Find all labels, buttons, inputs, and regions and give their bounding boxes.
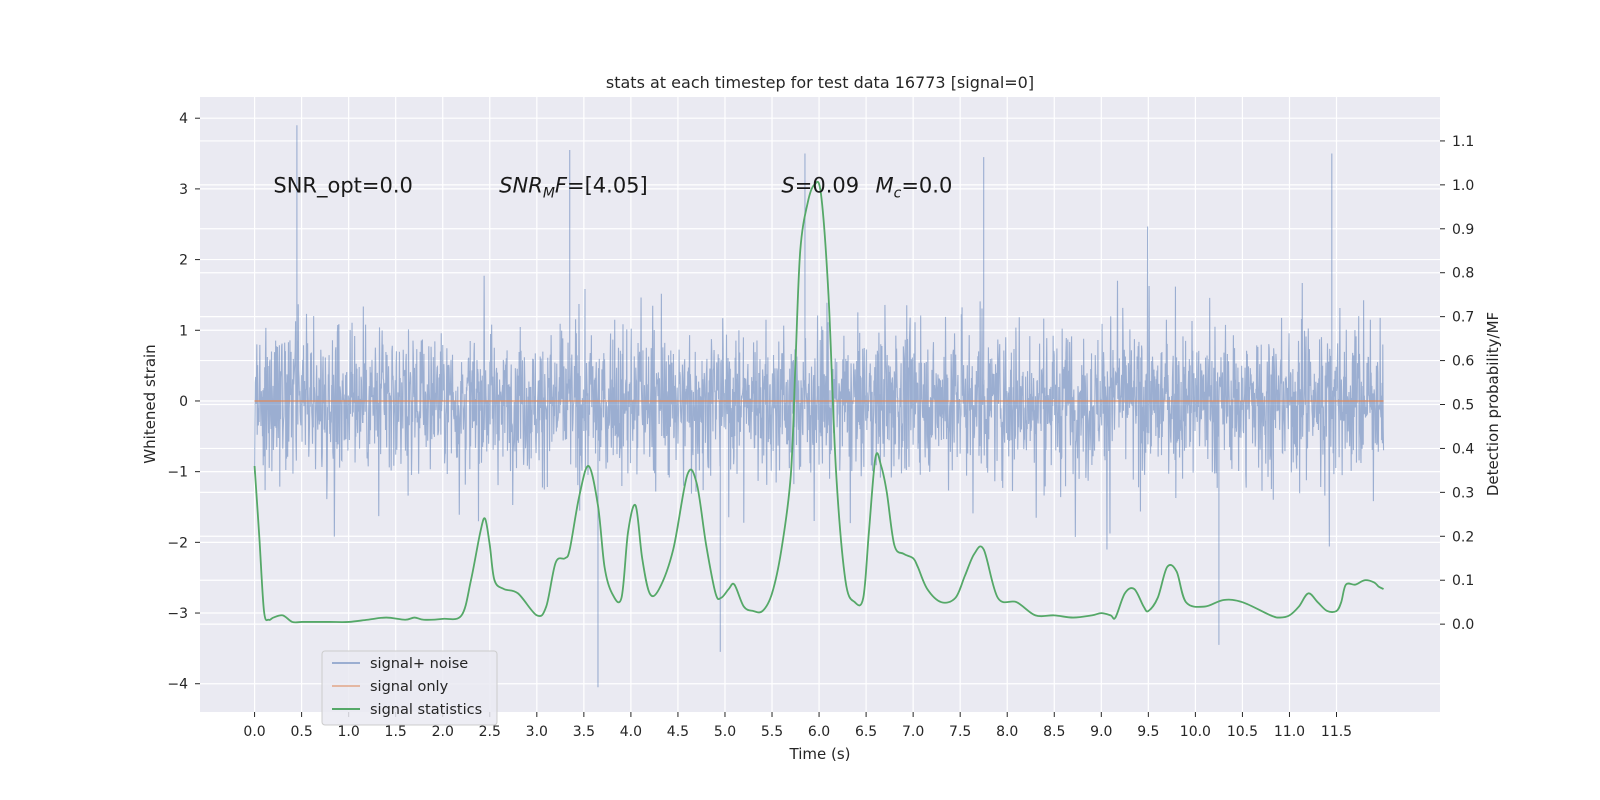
annotations: SNR_opt=0.0 SNRMF=[4.05] S=0.09 Mc=0.0 — [273, 173, 952, 201]
x-tick-label: 10.5 — [1227, 724, 1258, 740]
y2-axis-ticks: 1.1 1.0 0.9 0.8 0.7 0.6 0.5 0.4 0.3 0.2 0.1 0.0 — [1440, 134, 1474, 633]
y2-tick-label: 1.0 — [1452, 178, 1474, 194]
x-tick-label: 8.5 — [1043, 724, 1065, 740]
legend: signal+ noise signal only signal statist… — [321, 650, 498, 726]
y-tick-label: −1 — [167, 465, 188, 481]
legend-label-noise: signal+ noise — [370, 656, 468, 672]
x-tick-label: 11.5 — [1321, 724, 1352, 740]
y-tick-label: 3 — [179, 182, 188, 198]
x-tick-label: 1.0 — [338, 724, 360, 740]
y2-axis-title: Detection probability/MF — [1484, 312, 1502, 496]
x-tick-label: 11.0 — [1274, 724, 1305, 740]
y-tick-label: 2 — [179, 253, 188, 269]
y-tick-label: −2 — [167, 535, 188, 551]
y2-tick-label: 0.4 — [1452, 441, 1474, 457]
y2-tick-label: 0.3 — [1452, 485, 1474, 501]
x-tick-label: 6.0 — [808, 724, 830, 740]
x-tick-label: 9.0 — [1090, 724, 1112, 740]
annotation-s: S=0.09 — [781, 173, 859, 197]
y2-tick-label: 0.5 — [1452, 398, 1474, 414]
x-tick-label: 6.5 — [855, 724, 877, 740]
y-tick-label: 1 — [179, 323, 188, 339]
y-tick-label: 4 — [179, 111, 188, 127]
y2-tick-label: 0.0 — [1452, 617, 1474, 633]
annotation-snr-mf: SNRMF=[4.05] — [499, 173, 648, 201]
x-tick-label: 7.0 — [902, 724, 924, 740]
y2-tick-label: 0.7 — [1452, 310, 1474, 326]
y2-tick-label: 0.2 — [1452, 529, 1474, 545]
statistics-line — [253, 180, 1384, 624]
x-tick-label: 3.0 — [526, 724, 548, 740]
annotation-mc: Mc=0.0 — [876, 173, 953, 201]
plot-series — [253, 125, 1385, 688]
x-tick-label: 2.5 — [479, 724, 501, 740]
x-tick-label: 3.5 — [573, 724, 595, 740]
y-tick-label: −4 — [167, 677, 188, 693]
x-tick-label: 2.0 — [432, 724, 454, 740]
x-tick-label: 5.0 — [714, 724, 736, 740]
x-tick-label: 4.5 — [667, 724, 689, 740]
legend-label-signal-only: signal only — [370, 679, 449, 695]
y2-tick-label: 0.1 — [1452, 573, 1474, 589]
y-tick-label: −3 — [167, 606, 188, 622]
x-tick-label: 0.0 — [243, 724, 265, 740]
y-tick-label: 0 — [179, 394, 188, 410]
x-axis-ticks: 0.0 0.5 1.0 1.5 2.0 2.5 3.0 3.5 4.0 4.5 5.0 5.5 6.0 6… — [243, 712, 1352, 740]
annotation-snr-opt: SNR_opt=0.0 — [273, 173, 413, 198]
x-tick-label: 7.5 — [949, 724, 971, 740]
chart-title: stats at each timestep for test data 167… — [606, 73, 1034, 92]
x-tick-label: 4.0 — [620, 724, 642, 740]
x-tick-label: 5.5 — [761, 724, 783, 740]
legend-label-statistics: signal statistics — [370, 702, 482, 718]
y2-tick-label: 0.9 — [1452, 222, 1474, 238]
series-signal-plus-noise — [254, 125, 1385, 688]
x-tick-label: 0.5 — [290, 724, 312, 740]
legend-box — [321, 650, 498, 726]
x-tick-label: 9.5 — [1137, 724, 1159, 740]
y-axis-ticks: 4 3 2 1 0 −1 −2 −3 −4 — [167, 111, 200, 693]
x-tick-label: 8.0 — [996, 724, 1018, 740]
x-tick-label: 10.0 — [1180, 724, 1211, 740]
noise-line — [254, 125, 1385, 688]
x-tick-label: 1.5 — [385, 724, 407, 740]
y-axis-title: Whitened strain — [141, 344, 159, 463]
x-axis-title: Time (s) — [789, 745, 851, 763]
y2-tick-label: 1.1 — [1452, 134, 1474, 150]
y2-tick-label: 0.8 — [1452, 266, 1474, 282]
y2-tick-label: 0.6 — [1452, 354, 1474, 370]
series-signal-statistics — [253, 180, 1384, 624]
